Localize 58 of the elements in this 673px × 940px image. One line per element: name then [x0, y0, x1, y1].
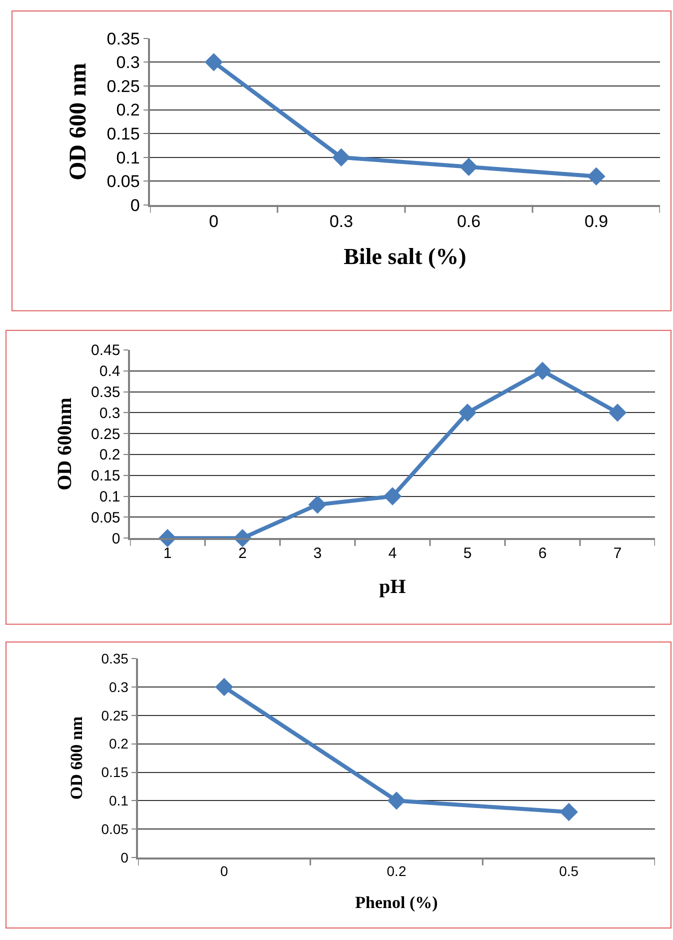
- x-tick-label: 0.5: [559, 863, 579, 880]
- x-tick-label: 3: [313, 544, 322, 562]
- y-tick-label: 0.35: [106, 29, 140, 48]
- y-tick-label: 0.25: [91, 426, 120, 443]
- x-tick-label: 0.2: [386, 863, 406, 880]
- x-axis-title: Bile salt (%): [344, 244, 466, 270]
- y-tick-label: 0.2: [99, 446, 120, 464]
- x-tick-label: 1: [163, 544, 172, 562]
- point: [560, 802, 578, 822]
- point: [608, 404, 627, 422]
- y-tick-label: 0.25: [106, 76, 140, 96]
- y-tick-label: 0.1: [99, 488, 120, 506]
- point: [204, 53, 223, 72]
- y-axis-title: OD 600nm: [54, 397, 76, 490]
- point: [308, 496, 327, 514]
- y-tick-label: 0.1: [108, 792, 129, 809]
- x-tick-label: 0.6: [456, 212, 481, 232]
- point: [383, 487, 402, 506]
- y-tick-label: 0.2: [116, 100, 140, 120]
- point: [387, 792, 406, 810]
- y-tick-label: 0.05: [101, 820, 129, 837]
- x-tick-label: 2: [238, 544, 247, 562]
- y-tick-label: 0: [130, 196, 140, 215]
- x-tick-label: 0: [220, 863, 228, 880]
- point: [460, 158, 478, 176]
- point: [533, 362, 552, 380]
- y-tick-label: 0.3: [116, 53, 140, 72]
- y-axis-title: OD 600 nm: [67, 716, 86, 800]
- point: [332, 148, 350, 166]
- point: [215, 678, 234, 696]
- y-tick-label: 0: [112, 530, 120, 548]
- y-tick-label: 0.05: [106, 172, 140, 192]
- y-tick-label: 0.3: [108, 678, 129, 695]
- y-tick-label: 0.15: [101, 764, 129, 780]
- x-tick-label: 0.9: [584, 212, 608, 232]
- y-tick-label: 0.1: [116, 148, 140, 168]
- y-tick-label: 0.15: [106, 124, 140, 144]
- x-tick-label: 4: [388, 544, 397, 562]
- y-tick-label: 0: [120, 849, 129, 866]
- x-axis-title: pH: [379, 576, 406, 598]
- x-tick-label: 0: [209, 212, 218, 232]
- y-tick-label: 0.2: [108, 736, 129, 752]
- x-axis-title: Phenol (%): [355, 892, 438, 912]
- x-tick-label: 5: [463, 544, 472, 562]
- y-tick-label: 0.25: [101, 707, 129, 724]
- point: [587, 167, 606, 186]
- y-tick-label: 0.4: [99, 363, 120, 380]
- y-tick-label: 0.15: [91, 468, 120, 485]
- y-tick-label: 0.35: [101, 650, 129, 666]
- y-tick-label: 0.45: [91, 342, 120, 360]
- y-tick-label: 0.3: [99, 404, 120, 422]
- y-axis-title: OD 600 nm: [65, 63, 92, 180]
- point: [458, 404, 477, 422]
- x-tick-label: 0.3: [329, 212, 354, 232]
- x-tick-label: 7: [613, 544, 622, 562]
- y-tick-label: 0.05: [91, 509, 120, 526]
- x-tick-label: 6: [538, 544, 547, 562]
- y-tick-label: 0.35: [91, 384, 120, 402]
